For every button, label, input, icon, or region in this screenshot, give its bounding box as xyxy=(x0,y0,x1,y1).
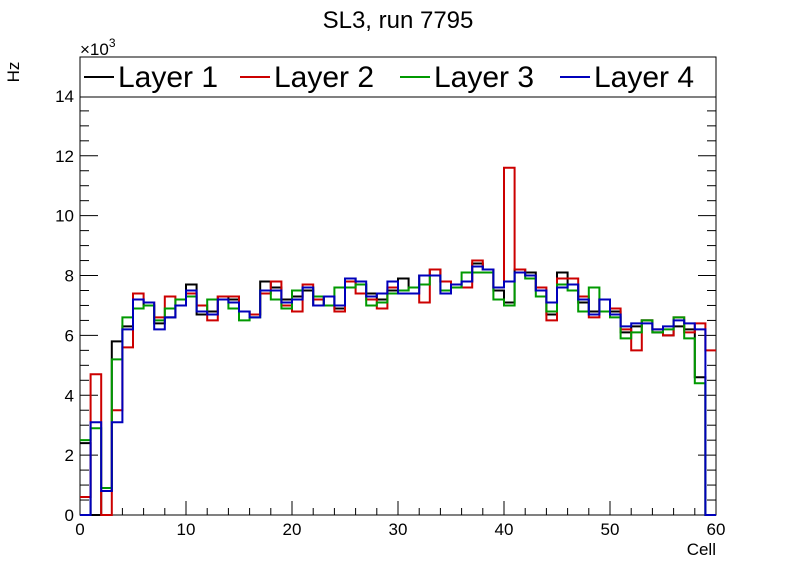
y-tick-label: 0 xyxy=(65,506,74,525)
legend-label: Layer 4 xyxy=(594,61,694,94)
legend-label: Layer 2 xyxy=(274,61,374,94)
series-line-layer-4 xyxy=(80,265,716,516)
series-line-layer-2 xyxy=(80,166,716,516)
legend-label: Layer 3 xyxy=(434,61,534,94)
x-tick-label: 60 xyxy=(707,520,726,539)
y-tick-label: 4 xyxy=(65,386,74,405)
y-tick-label: 10 xyxy=(55,207,74,226)
axis-tick-labels: 0 10 20 30 40 50 60 0 2 4 6 8 10 12 14 xyxy=(55,87,725,539)
x-tick-label: 0 xyxy=(75,520,84,539)
x-tick-label: 50 xyxy=(601,520,620,539)
y-axis-label: Hz xyxy=(4,62,23,83)
x-axis-label: Cell xyxy=(687,540,716,559)
legend-box xyxy=(79,56,717,98)
y-tick-label: 2 xyxy=(65,446,74,465)
x-tick-label: 20 xyxy=(283,520,302,539)
legend: Layer 1 Layer 2 Layer 3 Layer 4 xyxy=(79,56,717,98)
chart-title: SL3, run 7795 xyxy=(323,7,474,34)
series-layer xyxy=(80,166,716,516)
x-tick-label: 10 xyxy=(177,520,196,539)
y-tick-label: 12 xyxy=(55,147,74,166)
y-tick-label: 8 xyxy=(65,267,74,286)
x-tick-label: 40 xyxy=(495,520,514,539)
legend-label: Layer 1 xyxy=(118,61,218,94)
y-multiplier-label: ×103 xyxy=(80,36,116,59)
y-tick-label: 14 xyxy=(55,87,74,106)
x-tick-label: 30 xyxy=(389,520,408,539)
y-tick-label: 6 xyxy=(65,326,74,345)
